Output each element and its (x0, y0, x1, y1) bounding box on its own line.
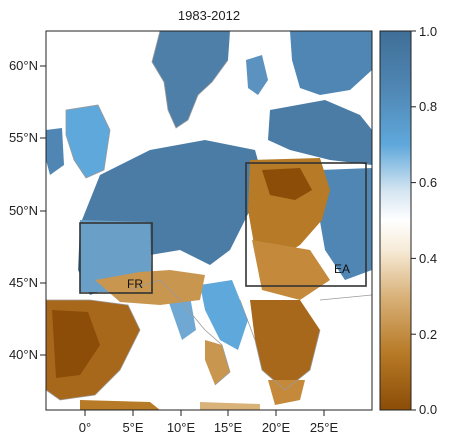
colorbar-tick-0-8: 0.8 (419, 99, 437, 114)
map-frame (45, 30, 373, 411)
longitude-axis: 0° 5°E 10°E 15°E 20°E 25°E (79, 410, 339, 435)
region-boxes: FR EA (79, 162, 367, 294)
coastlines (46, 31, 372, 401)
lon-label-15e: 15°E (214, 420, 243, 435)
colorbar-tick-1-0: 1.0 (419, 24, 437, 39)
map-panel: FR EA (46, 31, 372, 410)
lat-label-40: 40°N (9, 347, 38, 362)
colorbar-tick-0-2: 0.2 (419, 327, 437, 342)
region-label-ea: EA (334, 262, 350, 276)
lat-label-60: 60°N (9, 58, 38, 73)
lon-label-5e: 5°E (122, 420, 143, 435)
lon-label-0: 0° (79, 420, 91, 435)
lon-label-25e: 25°E (310, 420, 339, 435)
colorbar: 1.0 0.8 0.6 0.4 0.2 0.0 (379, 24, 437, 417)
region-label-fr: FR (127, 277, 143, 291)
colorbar-tick-0-0: 0.0 (419, 402, 437, 417)
map-title: 1983-2012 (178, 8, 240, 23)
region-box-ea (245, 162, 367, 287)
colorbar-tick-0-4: 0.4 (419, 251, 437, 266)
low-value-areas (46, 158, 330, 410)
high-value-areas (46, 31, 372, 350)
latitude-axis: 60°N 55°N 50°N 45°N 40°N (9, 58, 46, 362)
lat-label-50: 50°N (9, 203, 38, 218)
colorbar-tick-0-6: 0.6 (419, 175, 437, 190)
lon-label-20e: 20°E (262, 420, 291, 435)
colorbar-gradient (379, 30, 412, 411)
lat-label-45: 45°N (9, 275, 38, 290)
lat-label-55: 55°N (9, 130, 38, 145)
lon-label-10e: 10°E (167, 420, 196, 435)
region-box-fr (79, 222, 153, 294)
